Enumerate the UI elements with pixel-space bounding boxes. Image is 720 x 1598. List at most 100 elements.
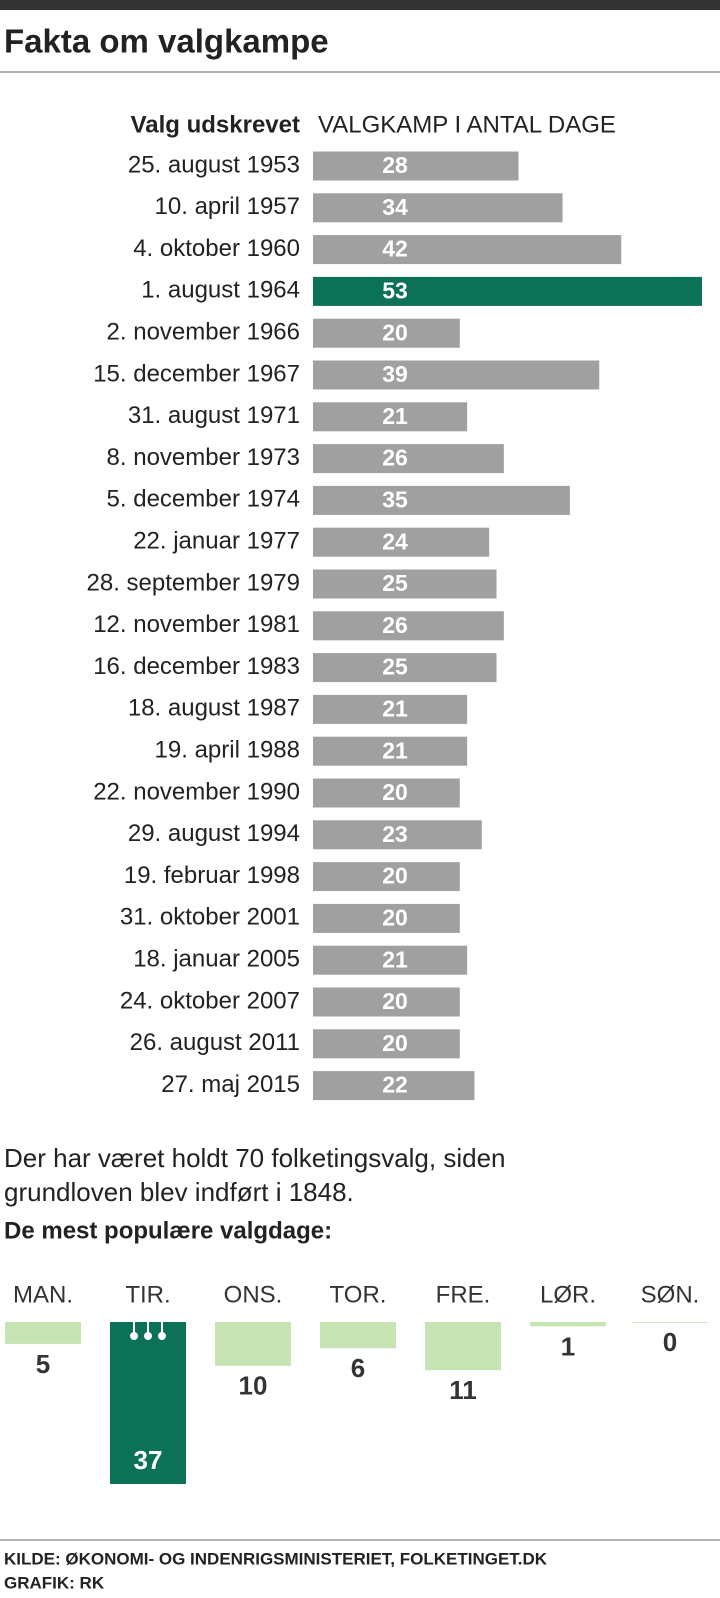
value-label: 23 [382, 821, 408, 847]
category-label: 22. november 1990 [93, 778, 300, 805]
column [215, 1322, 291, 1366]
bar [313, 736, 468, 766]
category-label: 4. oktober 1960 [133, 235, 300, 262]
x-tick-label: TOR. [330, 1281, 387, 1308]
pin-icon [158, 1332, 166, 1340]
bar [313, 485, 570, 515]
bar [313, 987, 460, 1017]
x-tick-label: LØR. [540, 1281, 596, 1308]
category-label: 5. december 1974 [107, 486, 300, 513]
value-label: 10 [239, 1371, 268, 1401]
value-label: 20 [382, 904, 408, 930]
value-label: 20 [382, 1030, 408, 1056]
footer-line: KILDE: ØKONOMI- OG INDENRIGSMINISTERIET,… [4, 1549, 548, 1568]
category-label: 18. august 1987 [128, 695, 300, 722]
category-label: 1. august 1964 [141, 277, 300, 304]
value-label: 21 [382, 695, 408, 721]
value-label: 0 [663, 1327, 677, 1357]
note-line: grundloven blev indført i 1848. [4, 1177, 354, 1207]
value-label: 20 [382, 863, 408, 889]
column [320, 1322, 396, 1349]
category-label: 26. august 2011 [130, 1029, 300, 1056]
x-tick-label: SØN. [641, 1281, 700, 1308]
value-label: 28 [382, 152, 408, 178]
value-label: 6 [351, 1353, 365, 1383]
category-label: 31. august 1971 [128, 402, 300, 429]
column [530, 1322, 606, 1327]
category-label: 29. august 1994 [128, 820, 300, 847]
value-label: 24 [382, 528, 408, 554]
pin-icon [130, 1332, 138, 1340]
value-label: 26 [382, 612, 408, 638]
category-label: 27. maj 2015 [161, 1071, 300, 1098]
value-label: 26 [382, 445, 408, 471]
category-label: 28. september 1979 [87, 569, 300, 596]
value-label: 21 [382, 403, 408, 429]
top-rule [0, 0, 720, 10]
bar [313, 945, 468, 975]
bar [313, 778, 460, 808]
category-label: 10. april 1957 [155, 193, 300, 220]
category-label: 31. oktober 2001 [120, 904, 300, 931]
bar [313, 903, 460, 933]
value-label: 39 [382, 361, 408, 387]
bar [313, 862, 460, 892]
bar [313, 402, 468, 432]
bar [313, 360, 600, 390]
value-label: 21 [382, 737, 408, 763]
category-label: 25. august 1953 [128, 151, 300, 178]
value-label: 20 [382, 988, 408, 1014]
value-label: 1 [561, 1331, 575, 1361]
bar [313, 235, 622, 265]
note-line: Der har været holdt 70 folketingsvalg, s… [4, 1143, 506, 1173]
category-label: 15. december 1967 [93, 360, 300, 387]
category-label: 19. februar 1998 [124, 862, 300, 889]
value-label: 22 [382, 1072, 408, 1098]
bar [313, 1029, 460, 1059]
value-label: 53 [382, 277, 408, 303]
bar [313, 820, 482, 850]
category-header: Valg udskrevet [131, 111, 300, 138]
value-label: 35 [382, 486, 408, 512]
value-label: 20 [382, 779, 408, 805]
value-label: 25 [382, 570, 408, 596]
value-label: 21 [382, 946, 408, 972]
bar [313, 318, 460, 348]
category-label: 2. november 1966 [107, 319, 300, 346]
category-label: 18. januar 2005 [133, 946, 300, 973]
value-header: VALGKAMP I ANTAL DAGE [318, 111, 616, 138]
column [632, 1322, 708, 1323]
value-label: 5 [36, 1349, 50, 1379]
column [110, 1322, 186, 1484]
category-label: 19. april 1988 [155, 737, 300, 764]
bar [313, 611, 504, 641]
bar [313, 569, 497, 599]
value-label: 34 [382, 194, 408, 220]
x-tick-label: FRE. [436, 1281, 491, 1308]
x-tick-label: TIR. [125, 1281, 170, 1308]
value-label: 37 [134, 1445, 163, 1475]
category-label: 12. november 1981 [93, 611, 300, 638]
bar [313, 193, 563, 223]
column [425, 1322, 501, 1371]
value-label: 42 [382, 236, 408, 262]
footer-line: GRAFIK: RK [4, 1573, 105, 1592]
bar [313, 276, 702, 306]
bar [313, 151, 519, 181]
x-tick-label: ONS. [224, 1281, 283, 1308]
bar [313, 694, 468, 724]
column [5, 1322, 81, 1344]
category-label: 16. december 1983 [93, 653, 300, 680]
category-label: 22. januar 1977 [133, 528, 300, 555]
bar [313, 653, 497, 683]
value-label: 25 [382, 654, 408, 680]
value-label: 20 [382, 319, 408, 345]
bar [313, 444, 504, 474]
category-label: 24. oktober 2007 [120, 987, 300, 1014]
category-label: 8. november 1973 [107, 444, 300, 471]
bar [313, 527, 490, 557]
title: Fakta om valgkampe [4, 23, 329, 60]
value-label: 11 [449, 1375, 477, 1405]
pin-icon [144, 1332, 152, 1340]
